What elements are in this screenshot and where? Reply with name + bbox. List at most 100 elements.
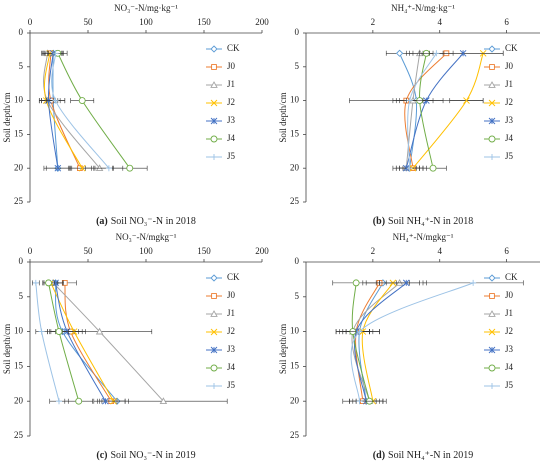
legend-label: J4 bbox=[227, 362, 236, 372]
legend-marker bbox=[210, 99, 218, 107]
caption-tag: (a) bbox=[96, 216, 108, 227]
data-point bbox=[352, 279, 360, 287]
legend-marker bbox=[489, 293, 495, 299]
legend-label: J2 bbox=[227, 97, 235, 107]
data-point bbox=[102, 397, 109, 405]
legend-label: J4 bbox=[505, 362, 514, 372]
legend-marker bbox=[210, 81, 218, 88]
legend-label: J0 bbox=[227, 290, 236, 300]
y-tick-label: 15 bbox=[290, 128, 300, 138]
data-point bbox=[38, 328, 45, 335]
data-point bbox=[55, 328, 63, 336]
y-tick-label: 15 bbox=[290, 360, 300, 370]
data-point bbox=[75, 397, 83, 405]
y-tick-label: 25 bbox=[290, 196, 300, 206]
x-axis-title: NO₃⁻-N/mg·kg⁻¹ bbox=[114, 3, 178, 13]
data-point bbox=[459, 49, 467, 57]
legend-label: J3 bbox=[227, 115, 236, 125]
x-axis-title: NH₄⁺-N/mg·kg⁻¹ bbox=[391, 3, 455, 13]
legend-label: CK bbox=[227, 43, 240, 53]
series-line bbox=[55, 282, 106, 402]
legend-marker bbox=[210, 274, 218, 282]
legend-marker bbox=[488, 117, 496, 125]
y-tick-label: 0 bbox=[295, 27, 300, 37]
y-tick-label: 0 bbox=[19, 256, 24, 266]
legend-label: J3 bbox=[505, 344, 514, 354]
data-point bbox=[406, 165, 413, 172]
x-tick-label: 50 bbox=[84, 246, 94, 256]
legend-marker bbox=[210, 135, 218, 143]
x-tick-label: 0 bbox=[28, 246, 33, 256]
caption-text: Soil NO₃⁻-N in 2019 bbox=[110, 450, 195, 461]
data-point bbox=[433, 50, 440, 57]
data-point bbox=[52, 97, 59, 104]
legend-marker bbox=[488, 45, 496, 53]
legend-marker bbox=[488, 346, 496, 354]
legend-label: CK bbox=[505, 43, 518, 53]
y-tick-label: 25 bbox=[14, 430, 24, 440]
legend-marker bbox=[210, 328, 218, 336]
caption-tag: (c) bbox=[96, 450, 107, 461]
legend-label: CK bbox=[227, 272, 240, 282]
legend-marker bbox=[488, 99, 496, 107]
legend-label: J2 bbox=[227, 326, 235, 336]
x-tick-label: 100 bbox=[139, 17, 153, 27]
legend-marker bbox=[211, 64, 217, 70]
data-point bbox=[105, 165, 112, 172]
x-axis-title: NO₃⁻-N/mgkg⁻¹ bbox=[116, 232, 177, 242]
legend-marker bbox=[489, 383, 495, 389]
y-tick-label: 20 bbox=[290, 162, 300, 172]
y-axis-title: Soil depth/cm bbox=[278, 92, 288, 142]
series-line bbox=[351, 282, 371, 402]
caption: (a) Soil NO₃⁻-N in 2018 bbox=[96, 216, 196, 227]
x-tick-label: 6 bbox=[504, 246, 509, 256]
legend-marker bbox=[488, 328, 496, 336]
legend-marker bbox=[488, 81, 496, 88]
data-point bbox=[356, 398, 363, 405]
legend-marker bbox=[211, 293, 217, 299]
legend-label: J5 bbox=[505, 151, 514, 161]
y-tick-label: 10 bbox=[290, 326, 300, 336]
data-point bbox=[45, 279, 53, 287]
x-tick-label: 150 bbox=[197, 17, 211, 27]
y-tick-label: 15 bbox=[14, 128, 24, 138]
series-line bbox=[52, 282, 164, 402]
data-point bbox=[159, 397, 168, 405]
y-tick-label: 10 bbox=[14, 326, 24, 336]
legend-marker bbox=[488, 364, 496, 372]
y-tick-label: 20 bbox=[14, 162, 24, 172]
x-tick-label: 2 bbox=[371, 17, 376, 27]
data-point bbox=[78, 97, 86, 105]
series-line bbox=[419, 53, 434, 169]
x-tick-label: 0 bbox=[28, 17, 33, 27]
x-tick-label: 2 bbox=[371, 246, 376, 256]
data-point bbox=[54, 164, 62, 172]
legend-label: J3 bbox=[505, 115, 514, 125]
series-line bbox=[48, 282, 80, 402]
y-tick-label: 25 bbox=[290, 430, 300, 440]
data-point bbox=[395, 49, 404, 57]
x-tick-label: 100 bbox=[139, 246, 153, 256]
legend-label: CK bbox=[505, 272, 518, 282]
legend-marker bbox=[210, 117, 218, 125]
y-tick-label: 20 bbox=[290, 395, 300, 405]
caption-text: Soil NO₃⁻-N in 2018 bbox=[111, 216, 196, 227]
legend-label: J4 bbox=[227, 133, 236, 143]
data-point bbox=[52, 50, 59, 57]
caption-tag: (d) bbox=[373, 450, 385, 461]
data-point bbox=[406, 97, 413, 104]
x-tick-label: 200 bbox=[255, 17, 269, 27]
legend-label: J5 bbox=[227, 380, 236, 390]
legend-label: J0 bbox=[505, 290, 514, 300]
x-tick-label: 150 bbox=[197, 246, 211, 256]
y-tick-label: 0 bbox=[295, 256, 300, 266]
y-tick-label: 15 bbox=[14, 360, 24, 370]
legend-marker bbox=[489, 64, 495, 70]
caption-tag: (b) bbox=[373, 216, 385, 227]
y-tick-label: 5 bbox=[295, 291, 300, 301]
legend-marker bbox=[488, 274, 496, 282]
data-point bbox=[52, 279, 59, 287]
legend-marker bbox=[488, 310, 496, 317]
legend-marker bbox=[488, 135, 496, 143]
y-tick-label: 10 bbox=[290, 95, 300, 105]
